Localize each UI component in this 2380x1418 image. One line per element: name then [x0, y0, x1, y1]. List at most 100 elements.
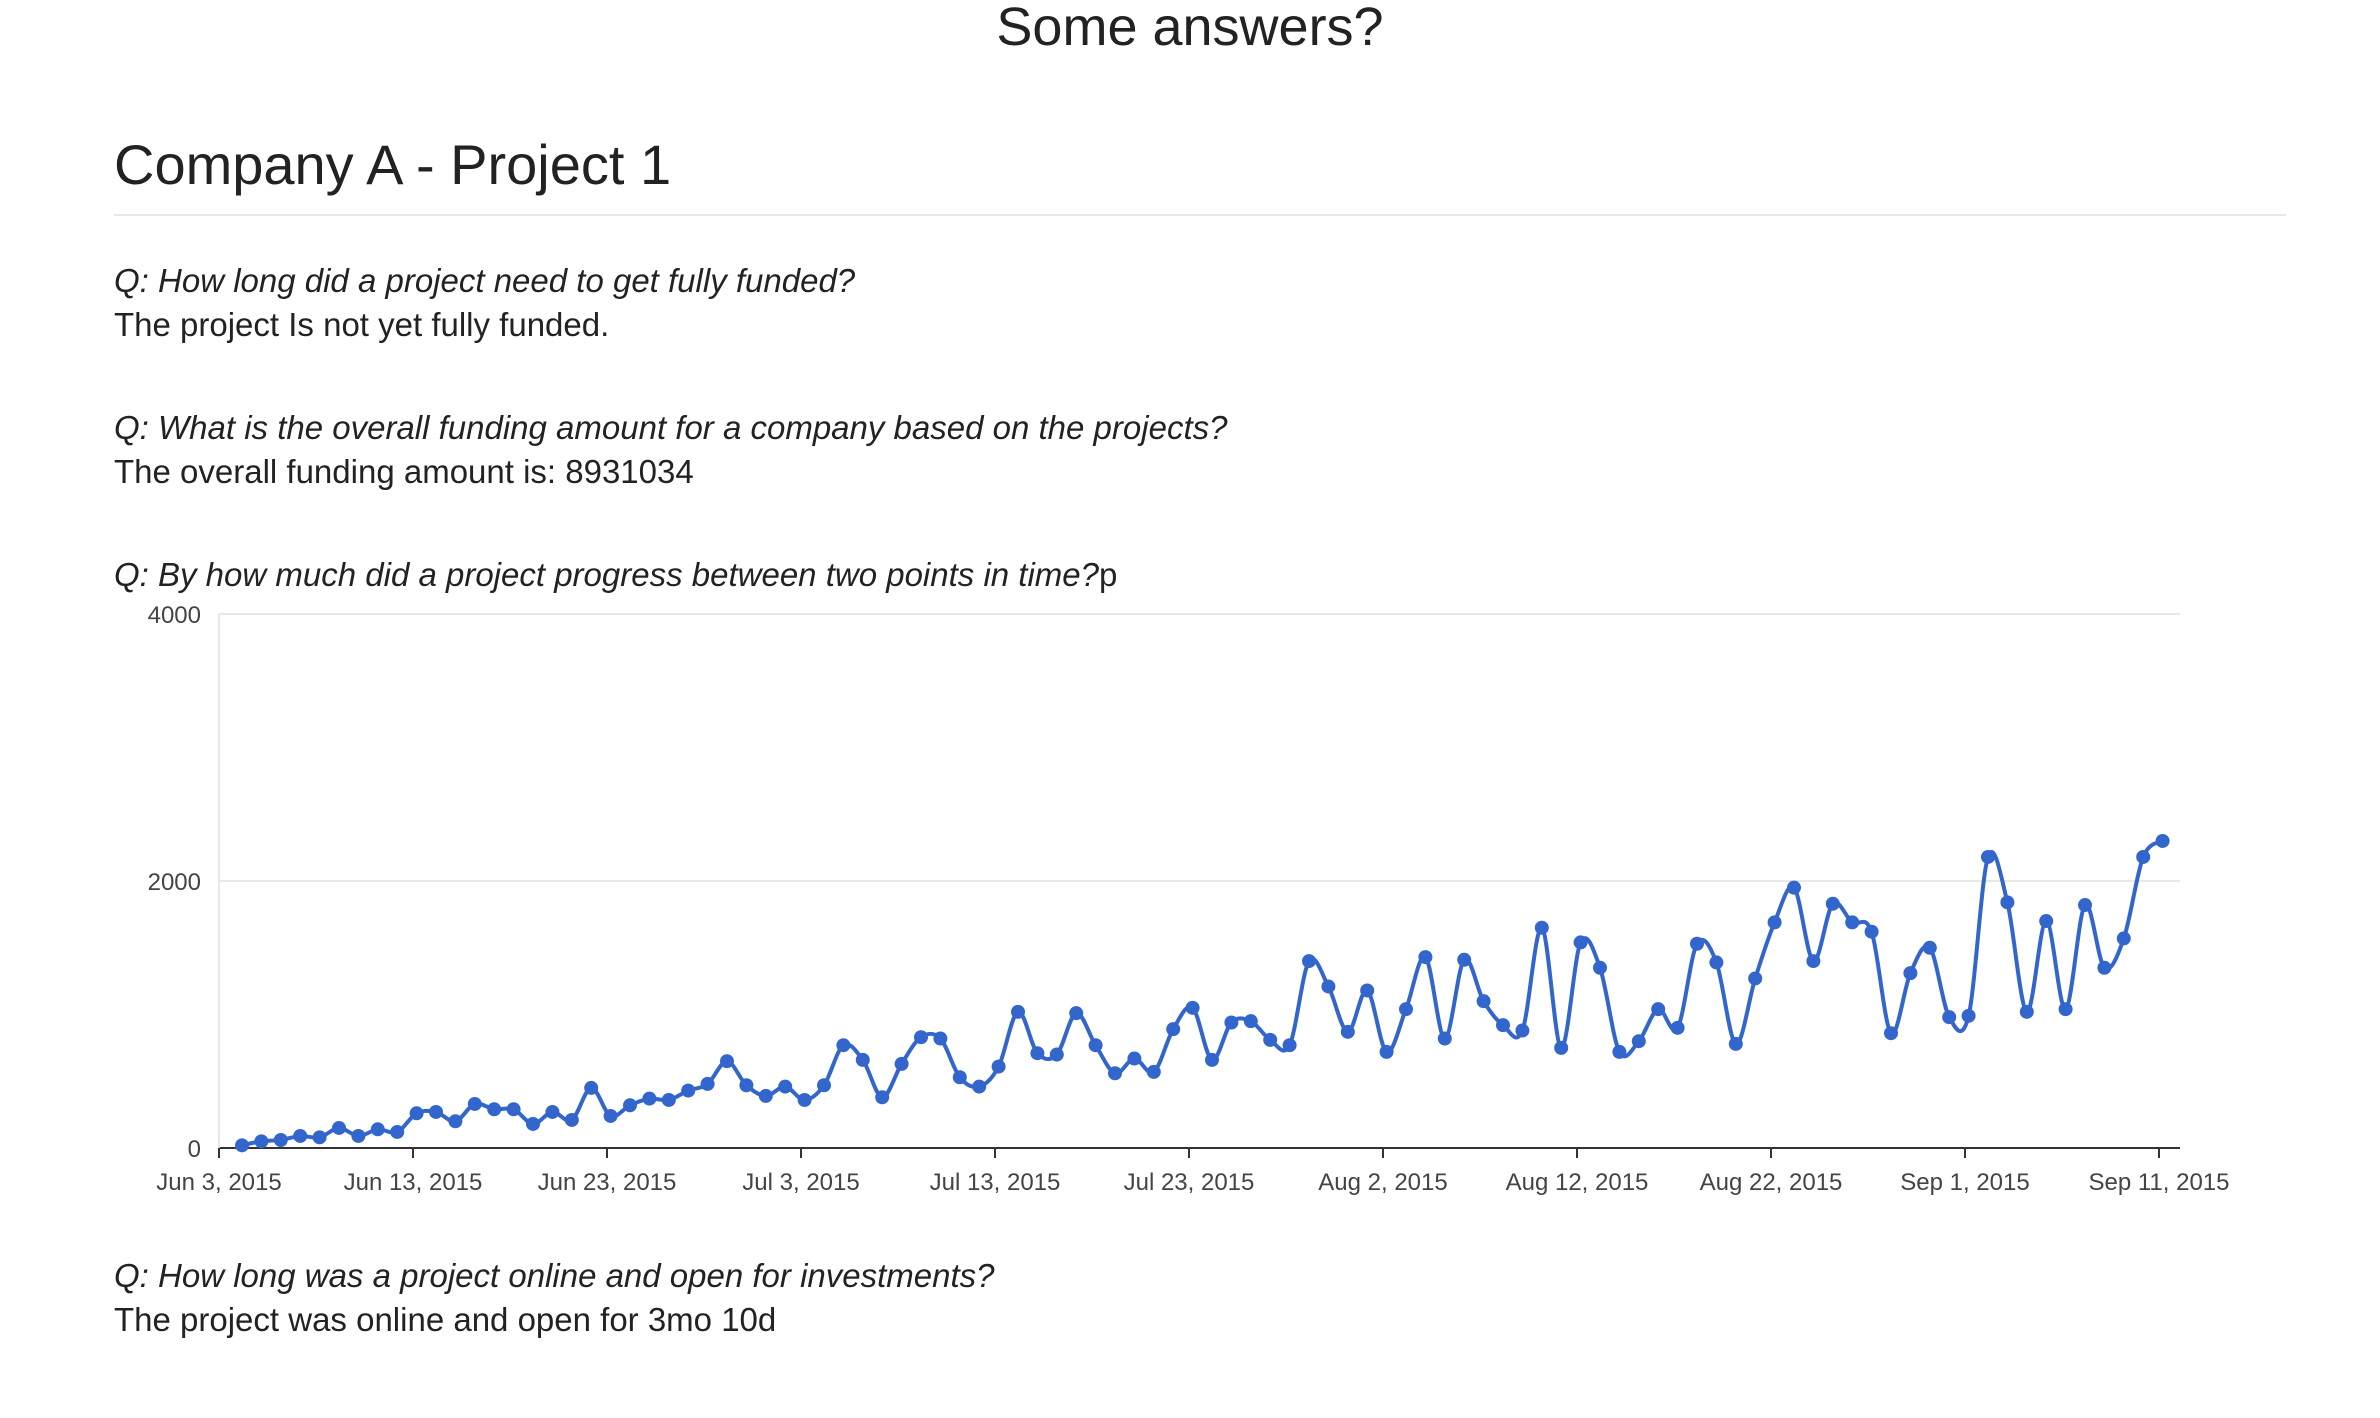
data-point [1457, 952, 1472, 967]
data-point [1515, 1023, 1530, 1038]
data-point [1205, 1052, 1219, 1067]
question-text: Q: How long was a project online and ope… [114, 1257, 995, 1294]
answer-text: The project was online and open for 3mo … [114, 1301, 777, 1338]
question-text: Q: By how much did a project progress be… [114, 553, 2286, 597]
data-point [1864, 924, 1879, 939]
x-tick-label: Sep 11, 2015 [2088, 1169, 2229, 1196]
data-point [584, 1080, 599, 1095]
question-text: Q: What is the overall funding amount fo… [114, 409, 1228, 446]
x-tick-label: Jun 23, 2015 [538, 1169, 677, 1196]
data-point [1263, 1032, 1278, 1047]
data-point [914, 1030, 928, 1045]
qa-block-progress: Q: By how much did a project progress be… [114, 553, 2286, 597]
data-point [409, 1106, 424, 1121]
data-point [894, 1056, 909, 1071]
data-point [332, 1120, 346, 1135]
data-point [1690, 936, 1704, 951]
data-point [1011, 1004, 1025, 1019]
data-point [1030, 1046, 1045, 1061]
x-tick-label: Jul 3, 2015 [742, 1169, 859, 1196]
data-point [1670, 1020, 1685, 1035]
answer-text: p [1099, 556, 1118, 593]
data-point [1806, 954, 1821, 969]
question-label: Q: By how much did a project progress be… [114, 556, 1099, 593]
data-point [1903, 966, 1918, 981]
data-point [1360, 983, 1375, 998]
data-point [273, 1132, 288, 1147]
data-point [1146, 1064, 1161, 1079]
data-point [700, 1076, 715, 1091]
data-point [2155, 833, 2170, 848]
data-point [1593, 960, 1607, 975]
data-point [739, 1078, 754, 1093]
data-point [1496, 1018, 1510, 1033]
data-point [1437, 1031, 1452, 1046]
data-point [467, 1096, 482, 1111]
data-point [1049, 1047, 1064, 1062]
data-point [564, 1112, 579, 1127]
data-point [1088, 1038, 1103, 1053]
y-tick-label: 2000 [148, 869, 201, 896]
data-point [487, 1102, 502, 1117]
data-point [448, 1114, 463, 1129]
data-point [603, 1108, 618, 1123]
x-tick-label: Jun 13, 2015 [344, 1169, 483, 1196]
data-point [1379, 1044, 1394, 1059]
data-point [778, 1079, 793, 1094]
data-point [1224, 1015, 1239, 1030]
data-point [1845, 915, 1860, 930]
data-point [1340, 1024, 1355, 1039]
data-point [526, 1116, 540, 1131]
data-point [681, 1083, 696, 1098]
data-point [2078, 898, 2092, 913]
data-point [2116, 931, 2131, 946]
data-point [797, 1092, 812, 1107]
data-point [1884, 1026, 1898, 1041]
x-tick-label: Jul 13, 2015 [930, 1169, 1061, 1196]
answer-text: The overall funding amount is: 8931034 [114, 453, 694, 490]
data-point [254, 1134, 269, 1149]
data-point [1108, 1066, 1122, 1081]
data-point [2019, 1004, 2034, 1019]
data-point [991, 1059, 1006, 1074]
x-tick-label: Aug 12, 2015 [1506, 1169, 1649, 1196]
section-divider [114, 214, 2286, 216]
data-point [623, 1098, 637, 1113]
data-point [1554, 1040, 1569, 1055]
data-point [312, 1130, 327, 1145]
data-point [1166, 1022, 1181, 1037]
data-point [390, 1124, 405, 1139]
x-tick-label: Aug 2, 2015 [1318, 1169, 1447, 1196]
data-point [817, 1078, 831, 1093]
x-tick-label: Jun 3, 2015 [156, 1169, 281, 1196]
data-point [545, 1104, 560, 1119]
data-point [1243, 1014, 1258, 1029]
data-point [1302, 954, 1316, 969]
data-point [1185, 1000, 1200, 1015]
x-tick-label: Jul 23, 2015 [1124, 1169, 1255, 1196]
data-point [1767, 915, 1782, 930]
data-point [933, 1031, 948, 1046]
y-tick-label: 4000 [148, 602, 201, 629]
data-point [836, 1038, 851, 1053]
question-text: Q: How long did a project need to get fu… [114, 262, 856, 299]
data-point [2000, 895, 2015, 910]
qa-block-funded-time: Q: How long did a project need to get fu… [114, 259, 2286, 347]
data-point [1573, 935, 1588, 950]
data-point [1651, 1002, 1666, 1017]
data-point [1787, 880, 1801, 895]
data-point [972, 1079, 987, 1094]
data-point [370, 1122, 385, 1137]
data-point [1534, 920, 1549, 935]
data-point [2136, 849, 2151, 864]
data-point [758, 1088, 773, 1103]
page-title: Some answers? [996, 0, 1384, 57]
data-point [235, 1138, 249, 1153]
series-line [241, 839, 2164, 1148]
data-point [1631, 1034, 1646, 1049]
section-heading: Company A - Project 1 [114, 133, 672, 196]
qa-block-funding-amount: Q: What is the overall funding amount fo… [114, 406, 2286, 494]
data-point [1069, 1006, 1084, 1021]
data-point [351, 1128, 366, 1143]
